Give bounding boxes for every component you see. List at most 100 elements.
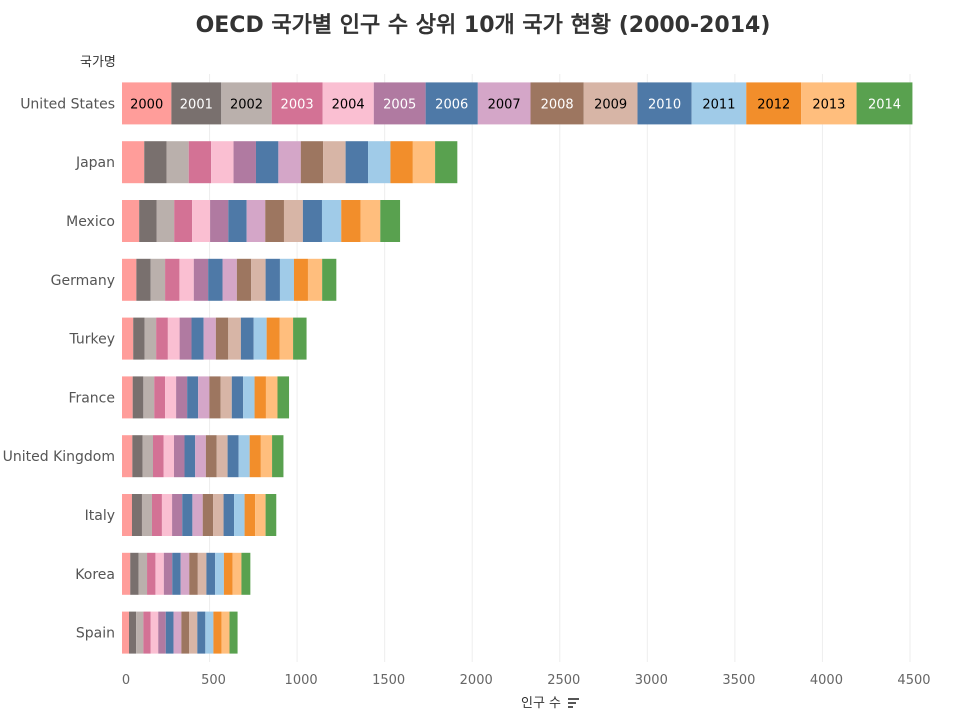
- bar-segment[interactable]: [197, 552, 207, 595]
- bar-segment[interactable]: [171, 82, 222, 125]
- bar-segment[interactable]: [213, 611, 222, 654]
- bar-segment[interactable]: [197, 611, 206, 654]
- bar-segment[interactable]: [255, 494, 266, 536]
- bar-segment[interactable]: [142, 435, 153, 478]
- bar-segment[interactable]: [188, 141, 212, 184]
- bar-segment[interactable]: [236, 258, 252, 301]
- bar-segment[interactable]: [856, 82, 913, 125]
- bar-segment[interactable]: [412, 141, 436, 184]
- bar-segment[interactable]: [122, 552, 131, 595]
- bar-segment[interactable]: [691, 82, 747, 125]
- bar-segment[interactable]: [231, 376, 244, 419]
- bar-segment[interactable]: [221, 611, 230, 654]
- bar-segment[interactable]: [380, 200, 401, 242]
- bar-segment[interactable]: [435, 141, 458, 184]
- bar-segment[interactable]: [266, 317, 280, 360]
- bar-segment[interactable]: [223, 494, 235, 536]
- bar-segment[interactable]: [152, 435, 164, 478]
- bar-segment[interactable]: [208, 258, 223, 301]
- bar-segment[interactable]: [322, 82, 374, 125]
- bar-segment[interactable]: [205, 435, 217, 478]
- bar-segment[interactable]: [251, 258, 266, 301]
- bar-segment[interactable]: [206, 552, 216, 595]
- bar-segment[interactable]: [279, 317, 294, 360]
- bar-segment[interactable]: [198, 376, 210, 419]
- bar-segment[interactable]: [277, 376, 290, 419]
- bar-segment[interactable]: [181, 611, 190, 654]
- bar-segment[interactable]: [211, 141, 234, 184]
- bar-segment[interactable]: [279, 258, 294, 301]
- bar-segment[interactable]: [801, 82, 857, 125]
- bar-segment[interactable]: [129, 611, 137, 654]
- bar-segment[interactable]: [150, 258, 166, 301]
- bar-segment[interactable]: [583, 82, 638, 125]
- bar-segment[interactable]: [174, 435, 185, 478]
- bar-segment[interactable]: [293, 317, 307, 360]
- bar-segment[interactable]: [215, 552, 224, 595]
- bar-segment[interactable]: [228, 200, 247, 242]
- bar-segment[interactable]: [232, 552, 242, 595]
- bar-segment[interactable]: [746, 82, 802, 125]
- bar-segment[interactable]: [165, 611, 174, 654]
- bar-segment[interactable]: [122, 258, 137, 301]
- bar-segment[interactable]: [228, 317, 241, 360]
- bar-segment[interactable]: [122, 82, 172, 125]
- bar-segment[interactable]: [637, 82, 692, 125]
- bar-segment[interactable]: [425, 82, 478, 125]
- bar-segment[interactable]: [156, 317, 168, 360]
- bar-segment[interactable]: [163, 552, 173, 595]
- bar-segment[interactable]: [163, 435, 175, 478]
- bar-segment[interactable]: [151, 494, 162, 536]
- bar-segment[interactable]: [300, 141, 324, 184]
- bar-segment[interactable]: [154, 376, 166, 419]
- bar-segment[interactable]: [227, 435, 239, 478]
- bar-segment[interactable]: [187, 376, 199, 419]
- bar-segment[interactable]: [302, 200, 322, 242]
- bar-segment[interactable]: [221, 82, 272, 125]
- bar-segment[interactable]: [179, 317, 192, 360]
- bar-segment[interactable]: [293, 258, 308, 301]
- bar-segment[interactable]: [255, 141, 279, 184]
- bar-segment[interactable]: [229, 611, 238, 654]
- bar-segment[interactable]: [122, 317, 134, 360]
- bar-segment[interactable]: [144, 317, 157, 360]
- bar-segment[interactable]: [122, 141, 145, 184]
- bar-segment[interactable]: [265, 376, 278, 419]
- bar-segment[interactable]: [122, 611, 130, 654]
- bar-segment[interactable]: [191, 317, 204, 360]
- bar-segment[interactable]: [143, 611, 151, 654]
- bar-segment[interactable]: [174, 200, 193, 242]
- bar-segment[interactable]: [122, 494, 132, 536]
- bar-segment[interactable]: [139, 200, 157, 242]
- bar-segment[interactable]: [141, 494, 152, 536]
- bar-segment[interactable]: [209, 376, 221, 419]
- sort-icon[interactable]: [568, 698, 579, 708]
- bar-segment[interactable]: [122, 376, 133, 419]
- bar-segment[interactable]: [156, 200, 175, 242]
- bar-segment[interactable]: [240, 317, 254, 360]
- bar-segment[interactable]: [193, 258, 209, 301]
- bar-segment[interactable]: [530, 82, 584, 125]
- bar-segment[interactable]: [133, 317, 145, 360]
- bar-segment[interactable]: [253, 317, 267, 360]
- bar-segment[interactable]: [477, 82, 531, 125]
- bar-segment[interactable]: [278, 141, 301, 184]
- bar-segment[interactable]: [360, 200, 381, 242]
- bar-segment[interactable]: [166, 141, 189, 184]
- bar-segment[interactable]: [172, 552, 181, 595]
- bar-segment[interactable]: [260, 435, 273, 478]
- bar-segment[interactable]: [220, 376, 232, 419]
- bar-segment[interactable]: [390, 141, 413, 184]
- bar-segment[interactable]: [202, 494, 214, 536]
- bar-segment[interactable]: [234, 494, 245, 536]
- bar-segment[interactable]: [136, 258, 151, 301]
- bar-segment[interactable]: [223, 552, 233, 595]
- bar-segment[interactable]: [132, 435, 143, 478]
- bar-segment[interactable]: [132, 376, 144, 419]
- bar-segment[interactable]: [176, 376, 188, 419]
- bar-segment[interactable]: [195, 435, 206, 478]
- bar-segment[interactable]: [246, 200, 266, 242]
- bar-segment[interactable]: [205, 611, 214, 654]
- bar-segment[interactable]: [172, 494, 183, 536]
- bar-segment[interactable]: [249, 435, 261, 478]
